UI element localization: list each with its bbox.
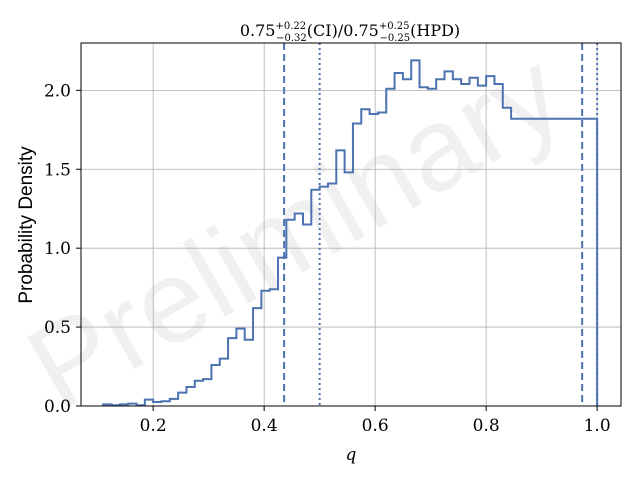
title-ci-label: (CI): [307, 21, 338, 40]
x-tick-label: 0.6: [362, 416, 389, 436]
y-tick-label: 2.0: [44, 81, 71, 101]
x-tick-label: 0.4: [251, 416, 278, 436]
title-ci-plus: +0.22: [275, 21, 306, 32]
title-hpd-minus: −0.25: [379, 33, 410, 44]
plot-frame: [80, 42, 622, 407]
chart-title: 0.75+0.22 −0.32(CI)/0.75+0.25 −0.25(HPD): [240, 21, 460, 44]
y-tick-label: 1.5: [44, 160, 71, 180]
title-ci-value: 0.75: [240, 21, 276, 40]
x-tick-label: 0.2: [140, 416, 167, 436]
title-separator: /: [338, 21, 344, 40]
title-hpd-label: (HPD): [410, 21, 460, 40]
title-ci-minus: −0.32: [276, 33, 307, 44]
preliminary-watermark: Preliminary: [6, 26, 583, 435]
ticks: 0.2 0.4 0.6 0.8 1.0 0.0 0.5 1.0 1.5 2.0: [44, 81, 611, 436]
y-tick-label: 1.0: [44, 239, 71, 259]
x-tick-label: 1.0: [584, 416, 611, 436]
x-tick-label: 0.8: [473, 416, 500, 436]
title-hpd-value: 0.75: [343, 21, 379, 40]
x-axis-label: q: [346, 445, 357, 465]
y-tick-label: 0.0: [44, 397, 71, 417]
y-tick-label: 0.5: [44, 318, 71, 338]
histogram-series: [102, 59, 599, 407]
y-axis-label: Probability Density: [16, 146, 37, 304]
title-hpd-plus: +0.25: [379, 21, 410, 32]
